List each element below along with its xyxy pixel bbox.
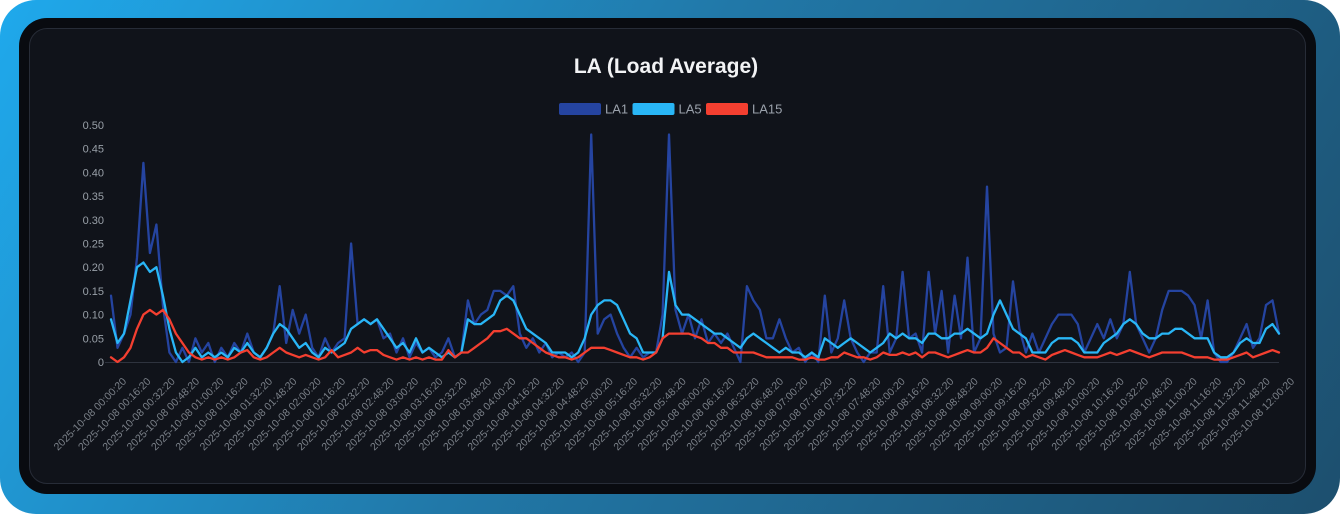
y-axis-label: 0.35 xyxy=(83,191,104,203)
load-average-chart: LA (Load Average) LA1 LA5 LA15 0.50 0.45 0.4… xyxy=(52,55,1298,453)
y-axis-label: 0.45 xyxy=(83,144,104,156)
legend-swatch-la5 xyxy=(632,103,675,115)
y-axis-label: 0.50 xyxy=(83,120,104,132)
chart-panel: LA (Load Average) LA1 LA5 LA15 0.50 0.45 0.4… xyxy=(29,28,1306,484)
y-axis-label: 0.20 xyxy=(83,262,104,274)
chart-legend: LA1 LA5 LA15 xyxy=(559,102,782,117)
series-line-la15 xyxy=(109,308,1281,364)
legend-item-la15[interactable]: LA15 xyxy=(706,102,782,117)
y-axis-label: 0.10 xyxy=(83,310,104,322)
legend-swatch-la15 xyxy=(706,103,748,115)
legend-label: LA15 xyxy=(752,102,782,117)
y-axis-label: 0 xyxy=(98,357,104,369)
chart-card: LA (Load Average) LA1 LA5 LA15 0.50 0.45 0.4… xyxy=(19,18,1316,494)
chart-series xyxy=(109,133,1281,364)
y-axis-label: 0.30 xyxy=(83,215,104,227)
y-axis-label: 0.40 xyxy=(83,167,104,179)
y-axis-label: 0.25 xyxy=(83,239,104,251)
legend-item-la1[interactable]: LA1 xyxy=(559,102,628,117)
y-axis-label: 0.05 xyxy=(83,333,104,345)
chart-axes: 0.50 0.45 0.40 0.35 0.30 0.25 0.20 0.15 0.10 0.05… xyxy=(52,120,1298,453)
legend-label: LA1 xyxy=(605,102,628,117)
legend-item-la5[interactable]: LA5 xyxy=(632,102,702,117)
series-line-la5 xyxy=(109,261,1281,364)
legend-label: LA5 xyxy=(679,102,702,117)
legend-swatch-la1 xyxy=(559,103,601,115)
chart-title: LA (Load Average) xyxy=(574,55,758,78)
y-axis-label: 0.15 xyxy=(83,286,104,298)
